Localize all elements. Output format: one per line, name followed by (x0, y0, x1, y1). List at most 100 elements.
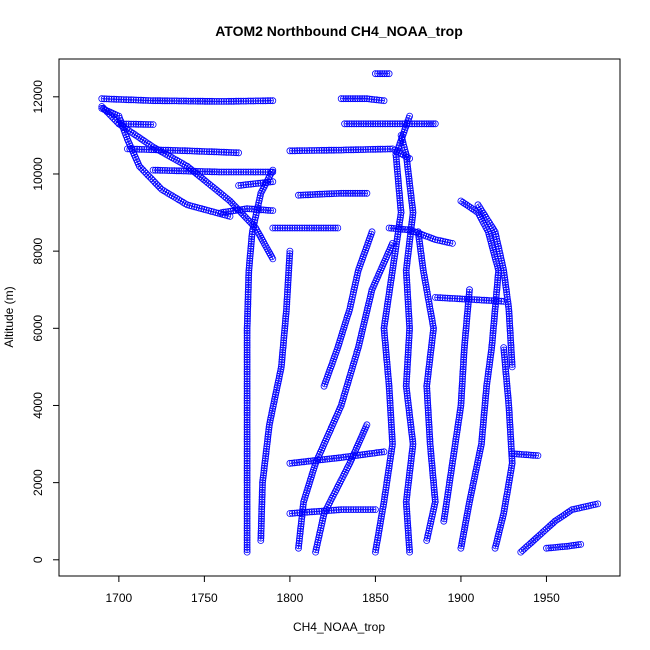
data-point (342, 146, 350, 154)
data-point (257, 534, 265, 542)
data-point (319, 456, 327, 464)
data-point (243, 332, 251, 339)
data-point (407, 225, 415, 233)
data-point (379, 503, 387, 511)
data-point (371, 548, 379, 556)
data-point (383, 476, 391, 484)
data-point (247, 238, 255, 245)
data-point (425, 300, 433, 308)
series-line (546, 544, 581, 549)
data-point (245, 262, 253, 270)
data-point (388, 447, 395, 455)
data-point (406, 182, 414, 190)
data-point (256, 192, 264, 200)
data-point (404, 348, 412, 356)
data-point (320, 512, 328, 520)
data-point (376, 70, 384, 78)
data-point (265, 428, 272, 436)
data-point (291, 459, 299, 467)
data-point (454, 423, 462, 431)
data-point (181, 147, 189, 155)
data-point (506, 423, 514, 431)
data-point (500, 266, 508, 274)
data-point (404, 163, 412, 171)
data-point (385, 224, 393, 232)
data-point (284, 274, 292, 282)
data-point (376, 522, 384, 530)
data-point (298, 509, 306, 516)
data-point (492, 300, 500, 308)
data-point (386, 394, 394, 402)
data-point (258, 496, 266, 503)
data-point (245, 276, 253, 284)
data-point (459, 361, 467, 368)
data-point (497, 252, 504, 260)
data-point (563, 542, 571, 550)
data-point (496, 250, 504, 258)
data-point (494, 274, 502, 282)
data-point (423, 380, 431, 388)
data-point (280, 336, 288, 344)
data-point (464, 300, 472, 308)
data-point (386, 459, 394, 467)
data-point (391, 252, 399, 260)
data-point (385, 462, 393, 470)
data-point (352, 276, 360, 284)
data-point (141, 168, 148, 176)
data-point (243, 464, 251, 472)
data-point (403, 363, 411, 371)
data-point (253, 205, 260, 213)
data-point (450, 452, 457, 460)
data-point (291, 509, 299, 517)
data-point (364, 506, 372, 514)
data-point (285, 264, 293, 272)
data-point (507, 438, 515, 446)
data-point (313, 541, 321, 549)
data-point (308, 224, 316, 232)
data-point (444, 488, 452, 496)
data-point (423, 377, 431, 385)
data-point (288, 509, 296, 517)
data-point (464, 303, 472, 311)
data-point (420, 271, 428, 279)
data-point (409, 435, 416, 443)
data-point (507, 348, 515, 356)
data-point (350, 120, 358, 128)
data-point (454, 421, 462, 429)
data-point (196, 97, 204, 105)
data-point (388, 438, 396, 446)
data-point (424, 409, 432, 417)
data-point (244, 305, 252, 313)
data-point (505, 310, 513, 318)
data-point (244, 312, 251, 320)
data-point (405, 404, 413, 412)
data-point (362, 120, 370, 128)
data-point (491, 307, 499, 315)
data-point (268, 409, 276, 417)
data-point (386, 457, 394, 465)
data-point (529, 451, 537, 459)
data-point (261, 457, 269, 465)
data-point (351, 189, 359, 197)
data-point (230, 168, 238, 176)
data-point (443, 496, 451, 503)
data-point (284, 283, 292, 291)
data-point (342, 506, 350, 514)
data-point (487, 351, 495, 359)
y-axis-label: Altitude (m) (2, 286, 16, 347)
data-point (424, 411, 432, 419)
y-tick-label: 2000 (31, 469, 45, 496)
data-point (404, 517, 411, 525)
data-point (330, 146, 338, 154)
data-point (431, 493, 439, 501)
data-point (559, 543, 566, 551)
data-point (106, 111, 114, 119)
data-point (128, 145, 136, 153)
data-point (243, 358, 251, 366)
data-point (151, 166, 159, 174)
data-point (383, 363, 391, 371)
data-point (243, 334, 251, 342)
data-point (369, 506, 377, 514)
data-point (286, 147, 294, 155)
data-point (127, 120, 135, 128)
